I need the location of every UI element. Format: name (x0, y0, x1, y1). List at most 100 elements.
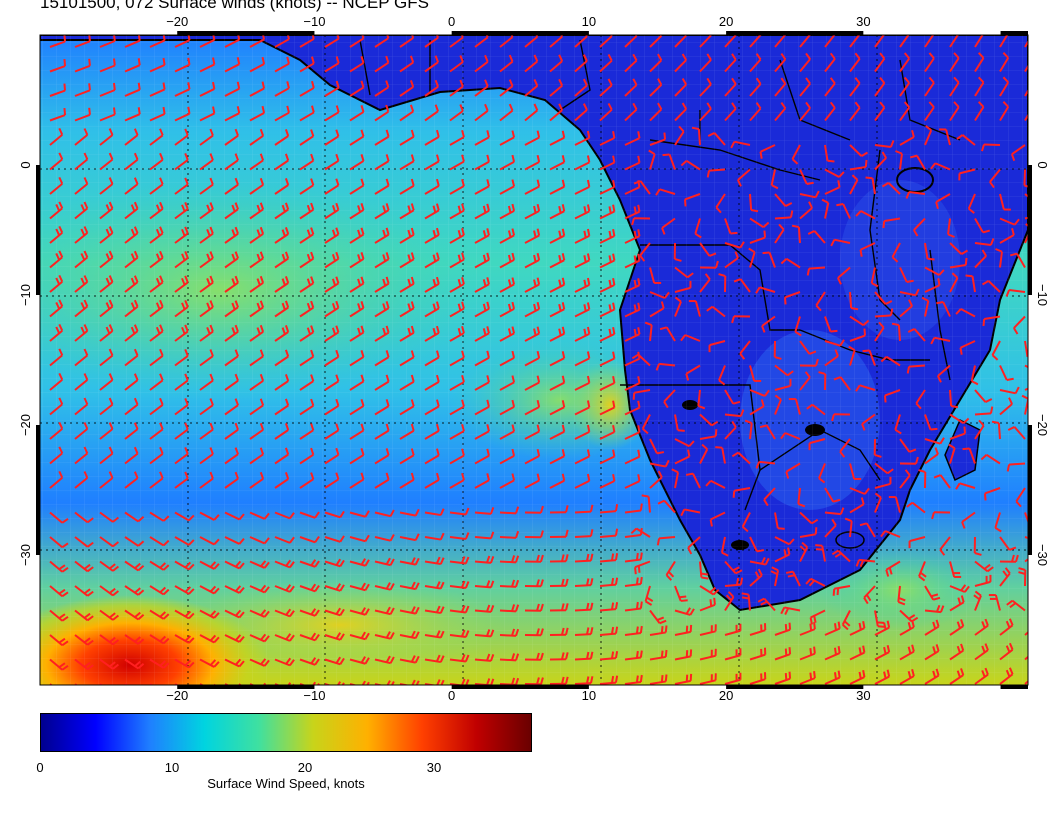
wind-barb (49, 585, 69, 598)
wind-barb (299, 398, 315, 416)
wind-barb (849, 645, 866, 661)
wind-barb (949, 561, 962, 578)
wind-barb (762, 251, 776, 268)
wind-barb (574, 302, 591, 318)
wind-barb (921, 296, 930, 317)
wind-barb (349, 472, 365, 489)
wind-barb (574, 504, 594, 514)
wind-barb (499, 154, 516, 171)
wind-barb (599, 78, 613, 97)
wind-barb (324, 178, 340, 195)
wind-barb (124, 609, 145, 621)
wind-barb (474, 54, 489, 73)
wind-barb (224, 251, 239, 269)
wind-barb (862, 349, 876, 366)
wind-barb (844, 517, 853, 538)
wind-barb (759, 424, 776, 440)
wind-barb (649, 470, 663, 489)
wind-barb (299, 632, 320, 642)
wind-barb (999, 76, 1010, 97)
lon-tick-label: 10 (582, 688, 596, 703)
wind-barb (770, 169, 779, 190)
wind-barb (99, 201, 114, 220)
wind-barb (899, 101, 911, 122)
wind-barb (174, 35, 191, 48)
wind-barb (249, 324, 265, 342)
wind-barb (249, 56, 266, 73)
wind-barb (474, 653, 495, 662)
wind-barb (399, 104, 415, 122)
wind-barb (49, 397, 64, 416)
wind-barb (794, 316, 802, 337)
wind-barb (124, 250, 139, 269)
wind-barb (699, 242, 717, 257)
wind-barb (374, 35, 390, 48)
wind-barb (74, 585, 94, 597)
wind-barb (949, 76, 960, 97)
wind-barb (224, 585, 245, 594)
wind-barb (324, 447, 340, 465)
wind-barb (99, 511, 120, 523)
wind-barb (74, 324, 89, 342)
lon-tick-label: 20 (719, 14, 733, 29)
wind-barb (399, 227, 415, 244)
wind-barb (49, 511, 69, 524)
wind-barb (955, 308, 976, 318)
wind-barb (399, 350, 415, 367)
wind-barb (649, 301, 665, 318)
wind-barb (549, 302, 566, 318)
wind-barb (748, 247, 756, 268)
wind-barb (624, 376, 641, 391)
wind-barb (324, 607, 345, 617)
wind-barb (374, 252, 390, 269)
wind-barb (724, 389, 741, 405)
wind-barb (574, 449, 591, 465)
wind-barb (824, 52, 836, 73)
wind-barb (849, 101, 861, 122)
wind-barb (549, 78, 564, 97)
wind-barb (524, 203, 541, 220)
wind-barb (947, 218, 955, 238)
wind-barb (949, 272, 959, 293)
wind-barb (74, 177, 89, 195)
wind-barb (449, 301, 465, 318)
wind-barb (399, 178, 415, 195)
wind-barb (324, 398, 340, 416)
wind-barb (624, 674, 643, 685)
wind-barb (599, 675, 619, 685)
wind-barb (671, 468, 680, 489)
wind-barb (644, 585, 654, 606)
wind-barb (224, 177, 239, 195)
wind-barb (824, 621, 841, 636)
wind-barb (174, 324, 189, 342)
wind-barb (374, 129, 390, 146)
wind-barb (274, 129, 290, 146)
wind-barb (799, 52, 811, 73)
wind-barb (705, 479, 726, 489)
lat-tick-label: 0 (1035, 161, 1050, 168)
wind-barb (999, 52, 1010, 73)
wind-barb (549, 228, 566, 244)
wind-barb (959, 340, 976, 355)
wind-barb (49, 201, 64, 220)
wind-barb (649, 438, 665, 455)
wind-barb (274, 325, 290, 342)
wind-barb (199, 226, 214, 244)
wind-barb (799, 77, 811, 97)
wind-barb (630, 527, 651, 538)
wind-barb (349, 349, 365, 367)
wind-barb (574, 326, 591, 342)
wind-barb (949, 668, 965, 685)
wind-speed-field (40, 35, 1028, 685)
wind-barb (874, 308, 894, 318)
wind-barb (624, 278, 641, 293)
wind-barb (124, 348, 139, 367)
wind-barb (799, 35, 811, 48)
wind-barb (149, 275, 164, 293)
wind-barb (724, 648, 742, 661)
wind-barb (806, 403, 826, 416)
wind-barb (770, 566, 780, 587)
wind-barb (733, 278, 751, 293)
wind-barb (761, 315, 776, 333)
wind-barb (499, 228, 516, 244)
